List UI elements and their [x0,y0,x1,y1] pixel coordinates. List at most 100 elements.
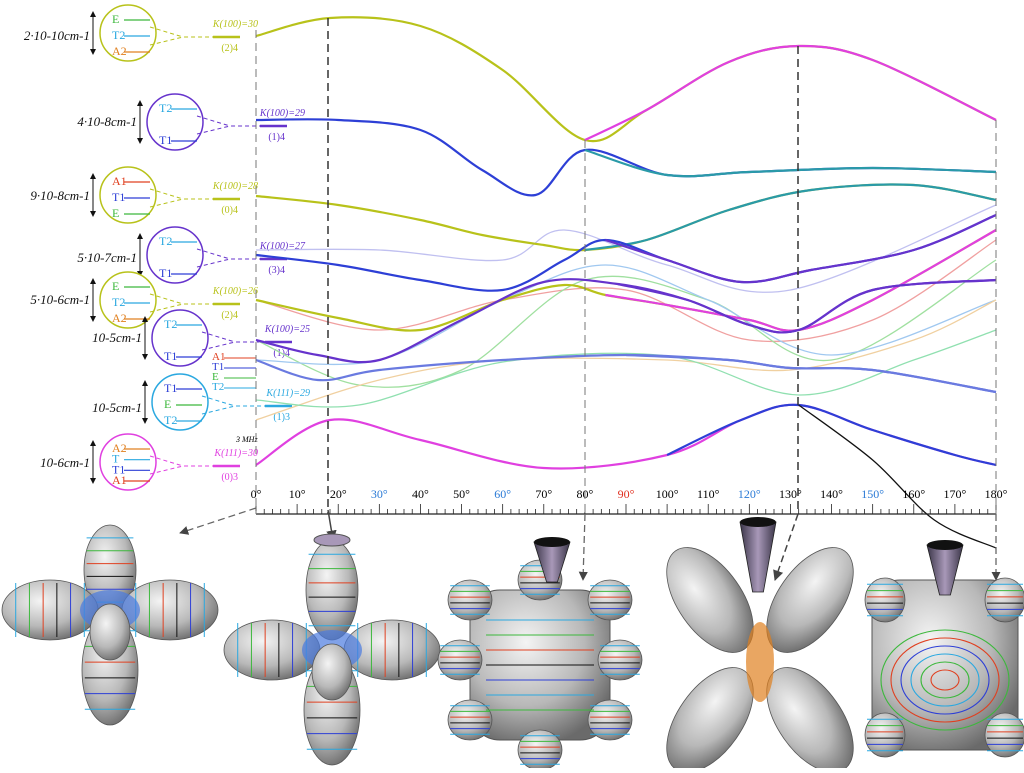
state-label: A2 [112,44,127,58]
lobe [597,639,643,681]
k-label: K(100)=29 [259,108,305,119]
tick-label: 50° [453,487,470,501]
state-label: T1 [159,266,172,280]
lobe [984,577,1024,623]
center-region [746,622,774,702]
arrow-surface-3 [578,513,588,581]
contour-line [880,629,1010,731]
level-circle [99,271,157,329]
arrow-down-icon [90,49,96,55]
tick-label: 170° [943,487,966,501]
state-label: T1 [164,381,177,395]
tail-curve [798,404,997,549]
tick-label: 100° [656,487,679,501]
arrow-down-icon [90,211,96,217]
vertical-markers [255,18,997,514]
level-circle [151,373,209,431]
level-label: 5·10-6cm-1 [30,292,90,307]
contour-line [890,637,1000,723]
sub-label: (0)4 [221,205,238,216]
cone-top [740,517,776,527]
sub-label: (2)4 [221,310,238,321]
curve-c4-right [605,213,997,284]
state-label: T1 [112,190,125,204]
arrow-down-icon [90,478,96,484]
connector [201,395,265,415]
connector [149,293,213,313]
lobe [447,699,493,741]
faint-curve [255,259,997,388]
sub-label: (2)4 [221,43,238,54]
tick-label: 30° [371,487,388,501]
level-label: 4·10-8cm-1 [77,114,137,129]
state-label: E [112,279,119,293]
level-l1: 2·10-10cm-1 E T2 A2 K(100)=30 (2)4 [24,4,258,62]
arrow-down-icon [137,138,143,144]
level-l2: 4·10-8cm-1 T2 T1 K(100)=29 (1)4 [77,93,305,151]
curve-c6-right [617,278,997,334]
surface-arrows [179,507,1001,581]
lobe [587,579,633,621]
state-label: A2 [112,441,127,455]
curve-c1-right [584,44,997,141]
cone-top [534,537,570,547]
state-label: T2 [159,234,172,248]
state-label: E [112,206,119,220]
lobe [864,712,906,758]
tick-label: 20° [330,487,347,501]
sub-label: (1)4 [268,132,285,143]
state-label: T1 [159,133,172,147]
arrow-surface-4 [773,513,799,581]
sub-label: (0)3 [221,472,238,483]
tick-label: 140° [820,487,843,501]
k-label: K(111)=30 [213,448,258,459]
curve-c3 [255,183,997,252]
side-state-label: E [212,371,219,383]
rotational-energy-surfaces [1,517,1024,773]
curve-c4 [255,213,997,292]
level-label: 10-6cm-1 [40,455,90,470]
surface-s3 [437,537,643,771]
contour-line [920,661,970,699]
tick-label: 90° [618,487,635,501]
side-state-label: A1 [212,351,225,363]
arrow-up-icon [142,380,148,386]
arrow-down-icon [142,354,148,360]
state-label: A1 [112,473,127,487]
faint-curve [255,299,997,421]
level-circle [146,226,204,284]
sub-label: (3)4 [268,265,285,276]
curve-c5-right [605,229,997,332]
contour-line [910,653,980,707]
x-axis: 0° 10° 20° 30° 40° 50° 60° 70° 80° 90° 100° 110° 120… [251,487,1008,515]
k-label: K(100)=25 [264,324,310,335]
connector [149,188,213,208]
sub-label: (1)3 [273,412,290,423]
surface-s4 [666,517,854,773]
level-circle [99,4,157,62]
arrow-up-icon [90,11,96,17]
tick-label: 160° [902,487,925,501]
level-circle [146,93,204,151]
k-label: K(111)=29 [265,388,310,399]
level-label: 2·10-10cm-1 [24,28,90,43]
state-label: E [164,397,171,411]
tick-label: 70° [535,487,552,501]
level-label: 9·10-8cm-1 [30,188,90,203]
state-label: T2 [112,295,125,309]
state-label: T1 [112,462,125,476]
lobe [984,712,1024,758]
curve-c3-right [584,183,997,252]
k-label: K(100)=26 [212,286,258,297]
connector [201,331,265,351]
faint-curve [255,329,997,408]
lobe [666,547,754,653]
contour-line [900,645,990,715]
faint-curve [255,204,997,293]
tick-label: 130° [779,487,802,501]
